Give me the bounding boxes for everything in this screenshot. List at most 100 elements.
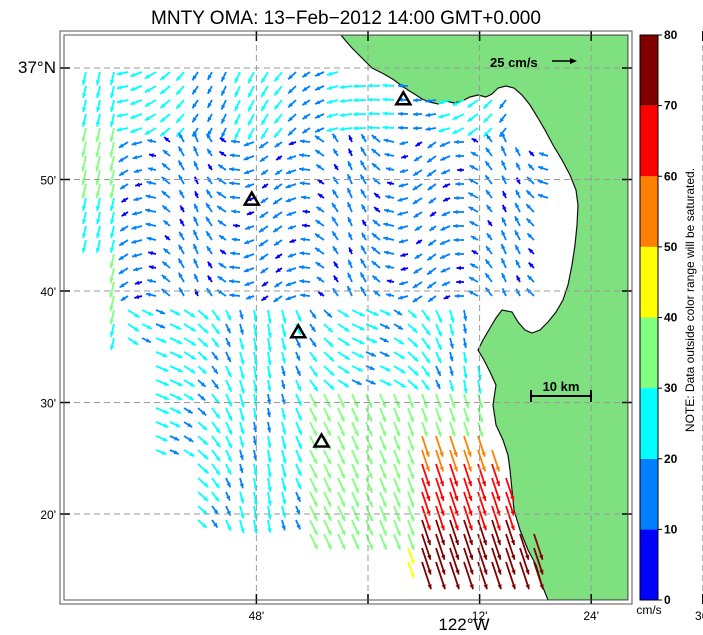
current-vector bbox=[449, 379, 454, 392]
current-vector bbox=[337, 323, 350, 333]
current-vector bbox=[301, 99, 311, 106]
current-vector bbox=[407, 491, 415, 508]
current-vector bbox=[118, 169, 129, 177]
current-vector bbox=[393, 407, 401, 423]
current-vector bbox=[505, 491, 515, 516]
current-vector bbox=[314, 135, 325, 143]
current-vector bbox=[407, 393, 415, 409]
current-vector bbox=[407, 421, 415, 437]
current-vector bbox=[467, 191, 479, 199]
colorbar-tick-label: 10 bbox=[664, 522, 678, 536]
current-vector bbox=[161, 204, 171, 213]
current-vector bbox=[371, 134, 381, 143]
current-vector bbox=[382, 97, 395, 102]
current-vector bbox=[397, 197, 409, 202]
current-vector bbox=[331, 202, 339, 213]
current-vector bbox=[455, 181, 465, 187]
current-vector bbox=[243, 267, 255, 273]
current-vector bbox=[159, 113, 171, 123]
current-vector bbox=[220, 85, 227, 96]
current-vector bbox=[323, 393, 332, 408]
lon-label: 12' bbox=[472, 609, 488, 623]
current-vector bbox=[379, 477, 387, 494]
lat-label: 50' bbox=[40, 174, 56, 188]
current-vector bbox=[225, 519, 232, 532]
current-vector bbox=[197, 463, 210, 475]
current-vector bbox=[314, 247, 325, 255]
current-vector bbox=[421, 505, 431, 531]
current-vector bbox=[120, 295, 129, 302]
current-vector bbox=[438, 113, 451, 119]
current-vector bbox=[244, 281, 255, 287]
current-vector bbox=[477, 421, 484, 437]
current-vector bbox=[299, 181, 311, 186]
current-vector bbox=[351, 463, 360, 479]
current-vector bbox=[372, 219, 381, 227]
current-vector bbox=[247, 71, 255, 84]
current-vector bbox=[286, 211, 297, 217]
current-vector bbox=[211, 505, 219, 515]
current-vector bbox=[119, 225, 129, 232]
current-vector bbox=[526, 274, 535, 283]
current-vector bbox=[435, 491, 445, 516]
current-vector bbox=[351, 533, 360, 550]
colorbar: 80 70 60 50 40 30 20 10 0 bbox=[639, 28, 678, 607]
current-vector bbox=[309, 407, 318, 422]
current-vector bbox=[449, 505, 459, 531]
current-vector bbox=[482, 113, 493, 124]
current-vector bbox=[295, 491, 302, 503]
current-vector bbox=[179, 218, 185, 227]
current-vector bbox=[347, 232, 353, 241]
current-vector bbox=[379, 309, 392, 316]
current-vector bbox=[197, 309, 210, 321]
current-vector bbox=[365, 477, 374, 494]
current-vector bbox=[315, 219, 325, 227]
current-vector bbox=[239, 323, 244, 335]
current-vector bbox=[393, 519, 401, 536]
current-vector bbox=[267, 477, 272, 492]
current-vector bbox=[351, 477, 360, 494]
current-vector bbox=[453, 237, 465, 243]
current-vector bbox=[95, 183, 101, 199]
current-vector bbox=[197, 365, 208, 375]
current-vector bbox=[421, 449, 430, 472]
current-vector bbox=[169, 379, 183, 387]
current-vector bbox=[211, 477, 221, 489]
current-vector bbox=[191, 113, 199, 123]
current-vector bbox=[197, 491, 209, 502]
current-vector bbox=[177, 160, 185, 171]
current-vector bbox=[428, 225, 437, 232]
current-vector bbox=[323, 323, 334, 333]
current-vector bbox=[383, 236, 395, 241]
current-vector bbox=[159, 127, 171, 137]
current-vector bbox=[266, 421, 272, 433]
current-vector bbox=[127, 323, 140, 332]
current-vector bbox=[225, 351, 232, 363]
current-vector bbox=[192, 243, 199, 255]
current-vector bbox=[118, 267, 129, 275]
current-vector bbox=[331, 133, 339, 143]
current-vector bbox=[192, 229, 199, 241]
current-vector bbox=[351, 365, 364, 372]
current-vector bbox=[260, 127, 269, 140]
current-vector bbox=[206, 148, 213, 157]
current-vector bbox=[281, 309, 287, 324]
current-vector bbox=[379, 421, 387, 437]
current-vector bbox=[109, 309, 115, 325]
current-vector bbox=[359, 174, 367, 185]
current-vector bbox=[339, 98, 353, 104]
current-vector bbox=[207, 275, 213, 283]
current-vector bbox=[323, 477, 332, 493]
current-vector bbox=[385, 194, 395, 200]
current-vector bbox=[267, 491, 272, 506]
current-vector bbox=[337, 351, 351, 361]
current-vector bbox=[81, 155, 87, 172]
current-vector bbox=[421, 463, 431, 487]
current-vector bbox=[206, 245, 213, 255]
current-vector bbox=[183, 449, 195, 458]
current-vector bbox=[333, 261, 339, 269]
current-vector bbox=[469, 164, 479, 171]
current-vector bbox=[398, 83, 409, 89]
current-vector bbox=[407, 477, 415, 494]
current-vector bbox=[109, 127, 115, 143]
